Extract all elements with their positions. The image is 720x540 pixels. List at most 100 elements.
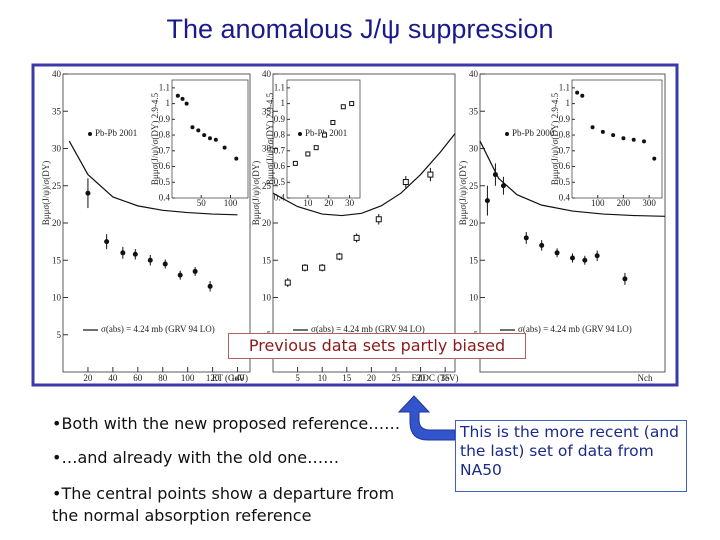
x-tick-label: 15 bbox=[342, 373, 352, 383]
inset-point bbox=[305, 151, 311, 157]
inset-point bbox=[575, 90, 580, 95]
x-axis-label: EZDC (TeV) bbox=[411, 373, 458, 383]
legend-marker bbox=[88, 132, 92, 136]
inset-y-tick-label: 0.4 bbox=[274, 193, 286, 203]
bullet: •The central points show a departure fro… bbox=[52, 484, 395, 525]
model-curve bbox=[272, 133, 456, 217]
data-point bbox=[120, 250, 126, 256]
inset-legend: Pb-Pb 2000 bbox=[512, 128, 555, 138]
data-point bbox=[301, 264, 308, 271]
inset-area bbox=[286, 79, 361, 199]
inset-point bbox=[642, 139, 646, 144]
data-point bbox=[284, 279, 291, 286]
inset-point bbox=[600, 129, 605, 134]
y-tick-label: 40 bbox=[262, 69, 272, 79]
y-tick-label: 25 bbox=[469, 181, 479, 191]
data-point bbox=[353, 234, 360, 241]
model-curve bbox=[479, 140, 666, 217]
x-tick-label: 5 bbox=[295, 373, 300, 383]
inset-y-tick-label: 0.5 bbox=[559, 177, 571, 187]
inset-y-tick-label: 0.5 bbox=[159, 177, 171, 187]
y-tick-label: 10 bbox=[262, 293, 272, 303]
inset-point bbox=[202, 133, 207, 138]
y-axis-label: Bμμσ(J/ψ)/σ(DY) bbox=[41, 161, 51, 225]
inset-x-tick-label: 200 bbox=[617, 198, 631, 208]
inset-y-tick-label: 0.7 bbox=[559, 145, 571, 155]
inset-y-tick-label: 1 bbox=[566, 98, 571, 108]
x-tick-label: 20 bbox=[367, 373, 377, 383]
inset-y-tick-label: 0.7 bbox=[274, 145, 286, 155]
legend-marker bbox=[505, 132, 509, 136]
inset-y-tick-label: 0.6 bbox=[274, 161, 286, 171]
inset-y-tick-label: 0.8 bbox=[559, 130, 571, 140]
model-legend: σ(abs) = 4.24 mb (GRV 94 LO) bbox=[101, 324, 215, 334]
inset-x-tick-label: 30 bbox=[345, 198, 355, 208]
y-tick-label: 30 bbox=[469, 144, 479, 154]
bullet: •…and already with the old one…… bbox=[52, 448, 340, 467]
y-tick-label: 25 bbox=[262, 181, 272, 191]
inset-point bbox=[652, 156, 657, 161]
data-point bbox=[594, 253, 600, 259]
inset-y-tick-label: 0.9 bbox=[559, 114, 571, 124]
data-point bbox=[192, 268, 198, 274]
y-tick-label: 15 bbox=[469, 255, 479, 265]
y-tick-label: 10 bbox=[52, 293, 62, 303]
y-tick-label: 35 bbox=[52, 106, 62, 116]
inset-x-tick-label: 100 bbox=[591, 198, 605, 208]
y-tick-label: 15 bbox=[52, 255, 62, 265]
inset-y-tick-label: 0.4 bbox=[559, 193, 571, 203]
x-tick-label: 120 bbox=[206, 373, 220, 383]
inset-y-tick-label: 0.8 bbox=[274, 130, 286, 140]
data-point bbox=[375, 216, 382, 223]
data-point bbox=[622, 276, 628, 282]
data-point bbox=[85, 190, 91, 196]
y-axis-label: Bμμσ(J/ψ)/σ(DY) bbox=[251, 161, 261, 225]
data-point bbox=[319, 264, 326, 271]
x-tick-label: 20 bbox=[83, 373, 93, 383]
data-point bbox=[427, 171, 434, 178]
y-tick-label: 20 bbox=[262, 218, 272, 228]
data-point bbox=[523, 235, 529, 241]
x-tick-label: 10 bbox=[318, 373, 328, 383]
y-tick-label: 40 bbox=[469, 69, 479, 79]
data-point bbox=[207, 283, 213, 289]
y-tick-label: 20 bbox=[52, 218, 62, 228]
inset-x-tick-label: 300 bbox=[642, 198, 656, 208]
inset-point bbox=[621, 136, 626, 141]
y-tick-label: 40 bbox=[52, 69, 62, 79]
inset-point bbox=[292, 160, 298, 166]
data-point bbox=[104, 239, 110, 245]
data-point bbox=[484, 198, 490, 204]
inset-point bbox=[190, 125, 195, 130]
model-legend: σ(abs) = 4.24 mb (GRV 94 LO) bbox=[311, 324, 425, 334]
inset-y-tick-label: 1.1 bbox=[559, 82, 570, 92]
data-point bbox=[336, 253, 343, 260]
inset-point bbox=[631, 137, 636, 142]
inset-x-tick-label: 10 bbox=[303, 198, 313, 208]
data-point bbox=[492, 172, 498, 178]
y-tick-label: 30 bbox=[52, 144, 62, 154]
inset-point bbox=[184, 101, 189, 106]
inset-y-tick-label: 0.4 bbox=[159, 193, 171, 203]
x-tick-label: 100 bbox=[181, 373, 195, 383]
inset-point bbox=[349, 101, 355, 107]
inset-point bbox=[234, 156, 239, 161]
inset-point bbox=[196, 128, 201, 133]
inset-y-tick-label: 1 bbox=[281, 98, 286, 108]
x-tick-label: 80 bbox=[158, 373, 168, 383]
y-tick-label: 20 bbox=[469, 218, 479, 228]
data-point bbox=[582, 257, 588, 263]
inset-x-tick-label: 100 bbox=[224, 198, 238, 208]
data-point bbox=[570, 255, 575, 261]
inset-point bbox=[590, 125, 595, 130]
callout: This is the more recent (and the last) s… bbox=[455, 420, 687, 492]
inset-point bbox=[330, 119, 336, 125]
inset-point bbox=[580, 93, 585, 98]
y-axis-label: Bμμσ(J/ψ)/σ(DY) bbox=[458, 161, 468, 225]
inset-area bbox=[571, 79, 663, 199]
inset-point bbox=[222, 145, 227, 150]
y-tick-label: 15 bbox=[262, 255, 272, 265]
inset-x-tick-label: 20 bbox=[324, 198, 334, 208]
inset-point bbox=[175, 93, 180, 98]
